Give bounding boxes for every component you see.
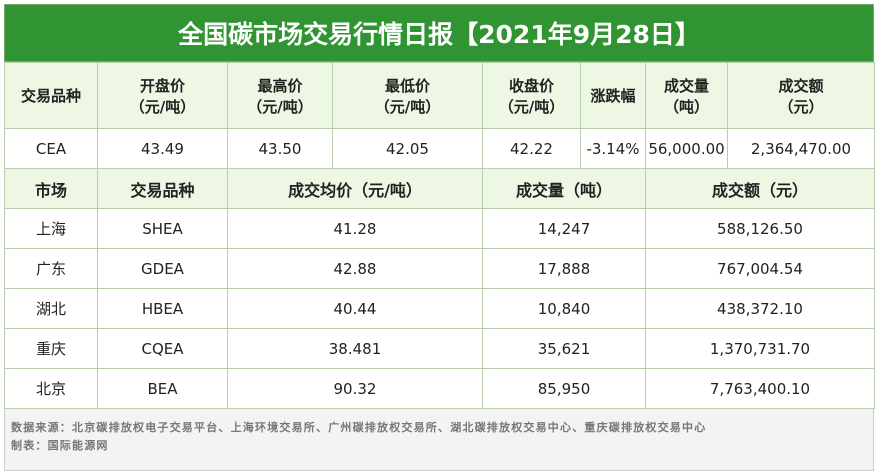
header-line: 最高价 <box>257 76 303 95</box>
cell: 85,950 <box>482 368 646 409</box>
cell: 438,372.10 <box>645 288 875 329</box>
cell: 湖北 <box>4 288 98 329</box>
cell: 42.05 <box>332 128 483 169</box>
cell: -3.14% <box>580 128 646 169</box>
header-cell: 成交额（元） <box>645 168 875 209</box>
header-cell: 最高价 （元/吨） <box>227 62 333 129</box>
header-line: （元/吨） <box>247 97 313 116</box>
credit-note: 制表：国际能源网 <box>11 439 109 452</box>
data-row: 重庆 CQEA 38.481 35,621 1,370,731.70 <box>4 328 875 369</box>
header-line: （吨） <box>663 97 709 116</box>
header-line: 成交额 <box>778 76 824 95</box>
header-row: 交易品种 开盘价 （元/吨） 最高价 （元/吨） 最低价 （元/吨） 收盘价 （元/吨） 涨跌幅成… <box>4 62 875 129</box>
header-cell: 收盘价 （元/吨） <box>482 62 581 129</box>
cell: 767,004.54 <box>645 248 875 289</box>
cell: 35,621 <box>482 328 646 369</box>
header-cell: 成交量（吨） <box>482 168 646 209</box>
header-cell: 市场 <box>4 168 98 209</box>
data-row: 广东 GDEA 42.88 17,888 767,004.54 <box>4 248 875 289</box>
cell: GDEA <box>97 248 228 289</box>
header-cell: 开盘价 （元/吨） <box>97 62 228 129</box>
header-line: （元/吨） <box>129 97 196 116</box>
header-line: 涨跌幅 <box>590 87 636 105</box>
cell: 56,000.00 <box>645 128 728 169</box>
cell: 42.88 <box>227 248 483 289</box>
header-line: 收盘价 <box>508 76 554 95</box>
header-cell: 成交均价（元/吨） <box>227 168 483 209</box>
header-line: 最低价 <box>384 76 430 95</box>
cell: HBEA <box>97 288 228 329</box>
cell: 7,763,400.10 <box>645 368 875 409</box>
data-row: 北京 BEA 90.32 85,950 7,763,400.10 <box>4 368 875 409</box>
cell: 1,370,731.70 <box>645 328 875 369</box>
cell: 90.32 <box>227 368 483 409</box>
data-row: 上海 SHEA 41.28 14,247 588,126.50 <box>4 208 875 249</box>
header-line: （元/吨） <box>374 97 441 116</box>
table-body: 交易品种 开盘价 （元/吨） 最高价 （元/吨） 最低价 （元/吨） 收盘价 （元/吨） 涨跌幅成… <box>4 62 875 409</box>
header-cell: 最低价 （元/吨） <box>332 62 483 129</box>
cell: 43.50 <box>227 128 333 169</box>
title: 全国碳市场交易行情日报【2021年9月28日】 <box>4 4 874 62</box>
cell: 10,840 <box>482 288 646 329</box>
cell: 38.481 <box>227 328 483 369</box>
cell: 上海 <box>4 208 98 249</box>
source-note: 数据来源：北京碳排放权电子交易平台、上海环境交易所、广州碳排放权交易所、湖北碳排… <box>11 421 707 434</box>
cell: CEA <box>4 128 98 169</box>
cell: 北京 <box>4 368 98 409</box>
header-line: 成交量 <box>663 76 709 95</box>
cell: 588,126.50 <box>645 208 875 249</box>
cell: CQEA <box>97 328 228 369</box>
header-line: 交易品种 <box>20 87 81 105</box>
header-cell: 成交量 （吨） <box>645 62 728 129</box>
data-row: 湖北 HBEA 40.44 10,840 438,372.10 <box>4 288 875 329</box>
header-cell: 涨跌幅 <box>580 62 646 129</box>
header-line: （元/吨） <box>498 97 565 116</box>
footer: 数据来源：北京碳排放权电子交易平台、上海环境交易所、广州碳排放权交易所、湖北碳排… <box>4 409 874 471</box>
cell: 41.28 <box>227 208 483 249</box>
cell: 2,364,470.00 <box>727 128 875 169</box>
header-cell: 交易品种 <box>4 62 98 129</box>
cell: 14,247 <box>482 208 646 249</box>
header-line: （元） <box>778 97 824 116</box>
header-cell: 成交额 （元） <box>727 62 875 129</box>
cell: BEA <box>97 368 228 409</box>
cell: SHEA <box>97 208 228 249</box>
report: 全国碳市场交易行情日报【2021年9月28日】 交易品种 开盘价 （元/吨） 最高价 （… <box>4 4 875 471</box>
cell: 40.44 <box>227 288 483 329</box>
data-row: CEA 43.49 43.50 42.05 42.22 -3.14% 56,000.00 2,… <box>4 128 875 169</box>
cell: 17,888 <box>482 248 646 289</box>
cell: 广东 <box>4 248 98 289</box>
header-cell: 交易品种 <box>97 168 228 209</box>
header-row: 市场 交易品种 成交均价（元/吨） 成交量（吨） 成交额（元） <box>4 168 875 209</box>
cell: 42.22 <box>482 128 581 169</box>
market-table: 交易品种 开盘价 （元/吨） 最高价 （元/吨） 最低价 （元/吨） 收盘价 （元/吨） 涨跌幅成… <box>4 62 875 409</box>
cell: 43.49 <box>97 128 228 169</box>
cell: 重庆 <box>4 328 98 369</box>
header-line: 开盘价 <box>139 76 185 95</box>
